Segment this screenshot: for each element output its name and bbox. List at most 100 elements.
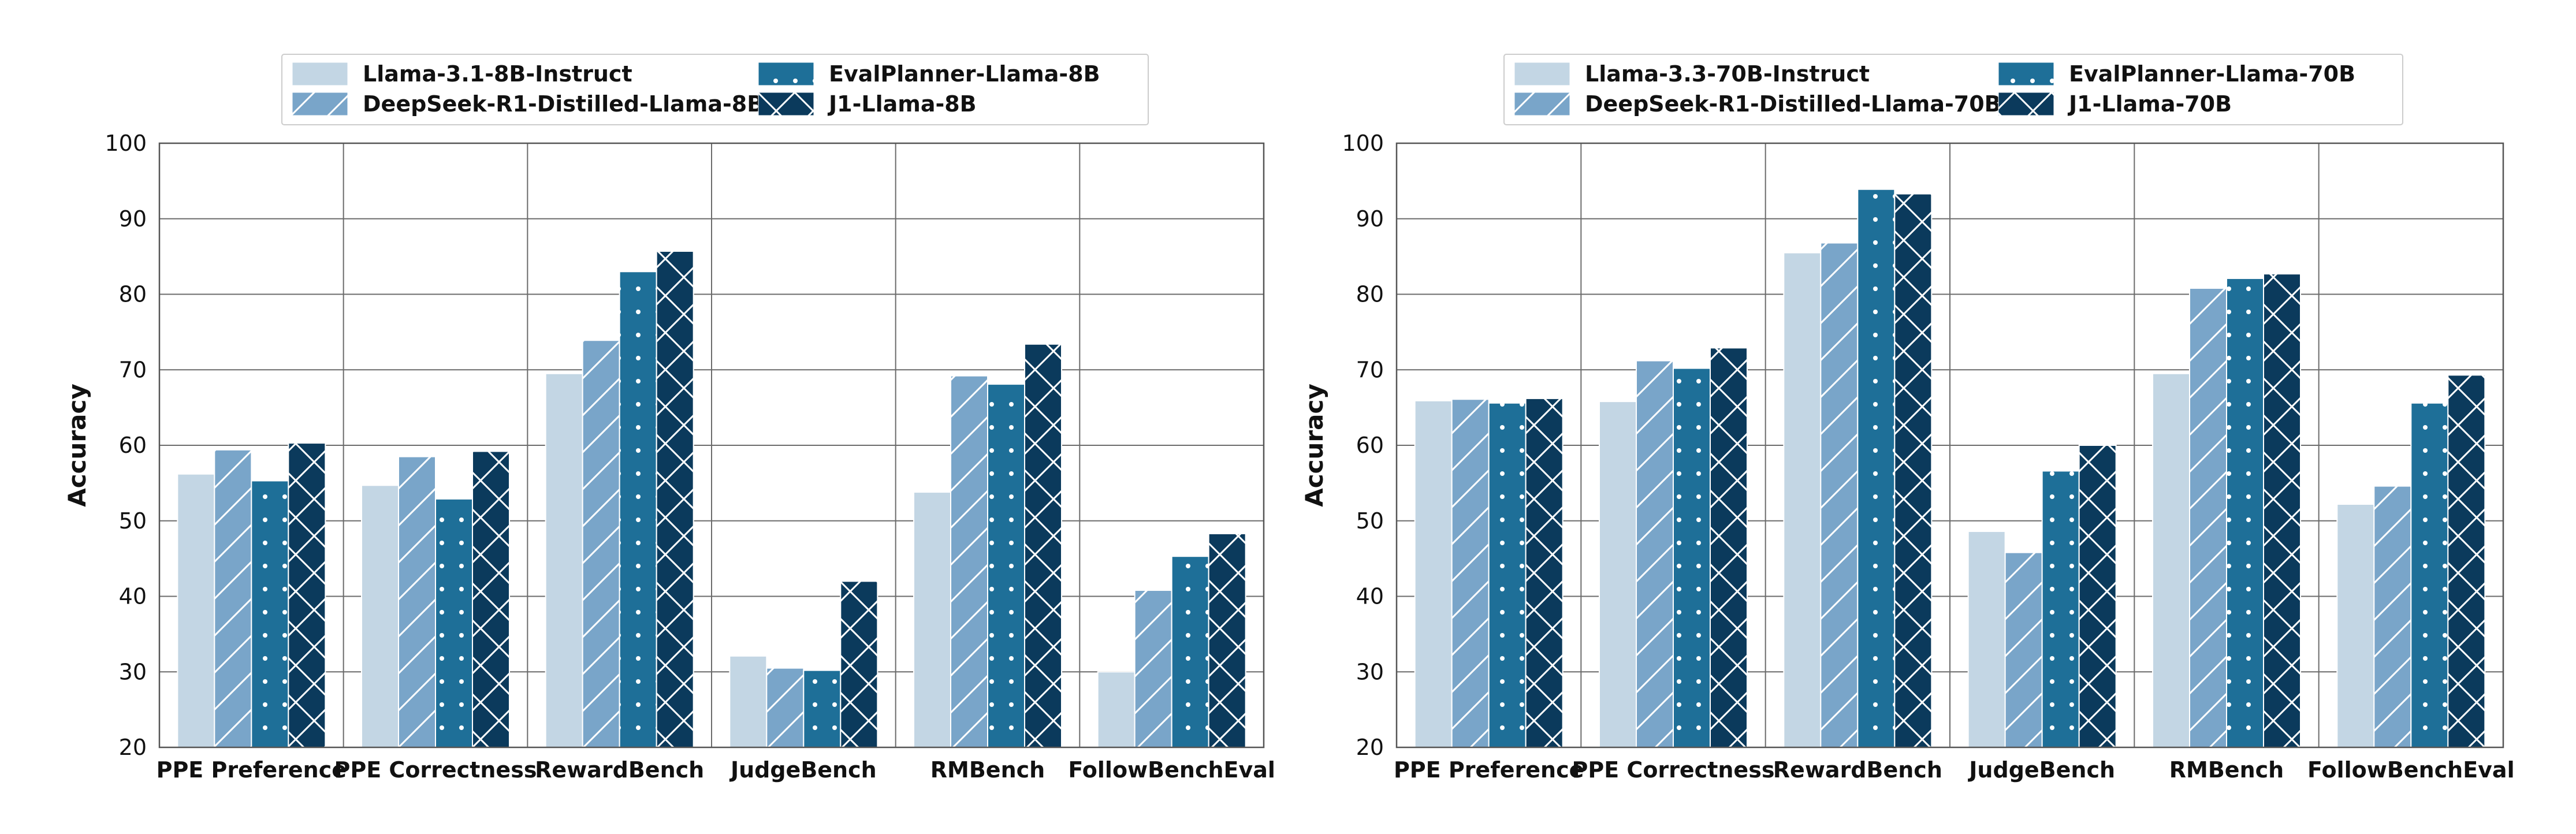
bar-j1-llama-8b-rewardbench <box>656 250 694 749</box>
bar-deepseek-r1-distilled-llama-70b-judgebench <box>2004 552 2043 748</box>
bar-j1-llama-70b-followbencheval <box>2447 374 2486 748</box>
bar-deepseek-r1-distilled-llama-8b-rewardbench <box>582 340 620 748</box>
y-tick-label: 40 <box>1356 584 1384 609</box>
legend-swatch <box>1998 92 2054 116</box>
legend-swatch <box>1998 62 2054 86</box>
bar-deepseek-r1-distilled-llama-70b-ppe-correctness <box>1636 360 1674 748</box>
bar-llama-3.3-70b-instruct-rewardbench <box>1783 252 1822 748</box>
y-tick-label: 80 <box>1356 282 1384 307</box>
y-tick-label: 20 <box>1356 735 1384 760</box>
bar-evalplanner-llama-8b-ppe-correctness <box>435 498 473 749</box>
bar-j1-llama-70b-rewardbench <box>1894 193 1933 749</box>
bar-j1-llama-8b-rmbench <box>1024 343 1062 748</box>
bar-evalplanner-llama-8b-rewardbench <box>619 271 657 748</box>
y-tick-label: 70 <box>1356 357 1384 382</box>
y-axis-label: Accuracy <box>63 384 91 507</box>
legend-swatch <box>292 62 348 86</box>
x-tick-label: PPE Correctness <box>1572 757 1775 783</box>
bar-llama-3.3-70b-instruct-ppe-correctness <box>1599 401 1637 748</box>
bar-deepseek-r1-distilled-llama-8b-judgebench <box>766 667 805 749</box>
y-tick-label: 90 <box>119 206 147 232</box>
axes-frame <box>1395 142 2504 749</box>
y-tick-label: 90 <box>1356 206 1384 232</box>
y-tick-label: 20 <box>119 735 147 760</box>
bar-deepseek-r1-distilled-llama-70b-followbencheval <box>2373 485 2412 748</box>
bar-llama-3.3-70b-instruct-judgebench <box>1967 531 2006 748</box>
bar-evalplanner-llama-8b-ppe-preference <box>251 480 289 748</box>
legend-swatch <box>292 92 348 116</box>
bar-evalplanner-llama-70b-rmbench <box>2226 278 2264 749</box>
bar-deepseek-r1-distilled-llama-8b-ppe-correctness <box>398 456 436 748</box>
legend-box <box>1503 54 2403 125</box>
bar-deepseek-r1-distilled-llama-8b-followbencheval <box>1134 590 1172 748</box>
x-tick-label: RewardBench <box>535 757 704 783</box>
legend: Llama-3.3-70B-Instruct DeepSeek-R1-Distil… <box>1503 54 2403 125</box>
y-tick-label: 70 <box>119 357 147 382</box>
legend-label: EvalPlanner-Llama-8B <box>829 61 1100 87</box>
bar-deepseek-r1-distilled-llama-70b-rmbench <box>2189 288 2227 749</box>
bar-deepseek-r1-distilled-llama-8b-ppe-preference <box>214 449 252 748</box>
bar-evalplanner-llama-70b-ppe-preference <box>1488 402 1527 748</box>
bar-evalplanner-llama-70b-ppe-correctness <box>1673 367 1711 748</box>
bar-evalplanner-llama-70b-rewardbench <box>1857 188 1896 748</box>
x-tick-label: JudgeBench <box>1967 757 2115 783</box>
bar-evalplanner-llama-70b-judgebench <box>2041 470 2080 749</box>
bar-llama-3.1-8b-instruct-judgebench <box>729 655 768 748</box>
legend-label: Llama-3.3-70B-Instruct <box>1585 61 1870 87</box>
legend-swatch <box>758 62 814 86</box>
x-tick-label: PPE Preference <box>1394 757 1584 783</box>
bar-llama-3.1-8b-instruct-ppe-preference <box>177 473 215 748</box>
x-tick-label: FollowBenchEval <box>2307 757 2515 783</box>
legend-swatch <box>758 92 814 116</box>
x-tick-label: PPE Correctness <box>334 757 537 783</box>
legend-label: Llama-3.1-8B-Instruct <box>363 61 632 87</box>
bar-evalplanner-llama-8b-rmbench <box>987 384 1025 748</box>
bar-evalplanner-llama-8b-judgebench <box>803 669 842 749</box>
legend-label: DeepSeek-R1-Distilled-Llama-70B <box>1585 91 2001 117</box>
legend-label: DeepSeek-R1-Distilled-Llama-8B <box>363 91 764 117</box>
bar-llama-3.3-70b-instruct-followbencheval <box>2336 503 2375 748</box>
bar-j1-llama-70b-judgebench <box>2078 445 2117 748</box>
x-tick-label: JudgeBench <box>729 757 877 783</box>
bar-j1-llama-8b-ppe-preference <box>288 442 326 748</box>
bar-llama-3.1-8b-instruct-followbencheval <box>1097 671 1136 748</box>
bar-j1-llama-8b-ppe-correctness <box>472 450 510 748</box>
legend-label: J1-Llama-8B <box>827 91 977 117</box>
x-tick-label: RewardBench <box>1773 757 1942 783</box>
x-tick-label: RMBench <box>930 757 1045 783</box>
bar-llama-3.1-8b-instruct-rmbench <box>913 492 951 748</box>
bar-llama-3.1-8b-instruct-rewardbench <box>545 373 583 748</box>
y-tick-label: 40 <box>119 584 147 609</box>
bar-deepseek-r1-distilled-llama-70b-rewardbench <box>1820 242 1859 748</box>
bar-evalplanner-llama-70b-followbencheval <box>2410 402 2449 748</box>
y-tick-label: 100 <box>1342 131 1384 156</box>
bar-deepseek-r1-distilled-llama-8b-rmbench <box>950 375 988 748</box>
bar-llama-3.3-70b-instruct-rmbench <box>2152 373 2190 748</box>
x-tick-label: RMBench <box>2169 757 2284 783</box>
y-tick-label: 30 <box>119 659 147 684</box>
y-tick-label: 100 <box>105 131 147 156</box>
bar-evalplanner-llama-8b-followbencheval <box>1171 556 1209 748</box>
bar-j1-llama-8b-followbencheval <box>1208 533 1246 748</box>
bar-j1-llama-8b-judgebench <box>840 580 878 748</box>
bar-j1-llama-70b-rmbench <box>2263 273 2301 748</box>
y-tick-label: 80 <box>119 282 147 307</box>
bar-deepseek-r1-distilled-llama-70b-ppe-preference <box>1451 399 1490 748</box>
y-tick-label: 30 <box>1356 659 1384 684</box>
x-tick-label: FollowBenchEval <box>1068 757 1275 783</box>
legend-swatch <box>1514 62 1570 86</box>
y-tick-label: 50 <box>1356 508 1384 534</box>
bar-llama-3.3-70b-instruct-ppe-preference <box>1414 400 1453 748</box>
bar-j1-llama-70b-ppe-preference <box>1525 397 1564 748</box>
y-axis-label: Accuracy <box>1300 384 1328 507</box>
x-tick-label: PPE Preference <box>157 757 347 783</box>
y-tick-label: 60 <box>1356 433 1384 458</box>
bar-llama-3.1-8b-instruct-ppe-correctness <box>361 485 399 748</box>
legend-label: EvalPlanner-Llama-70B <box>2069 61 2355 87</box>
legend: Llama-3.1-8B-Instruct DeepSeek-R1-Distill… <box>281 54 1149 125</box>
bar-j1-llama-70b-ppe-correctness <box>1710 347 1748 748</box>
legend-swatch <box>1514 92 1570 116</box>
